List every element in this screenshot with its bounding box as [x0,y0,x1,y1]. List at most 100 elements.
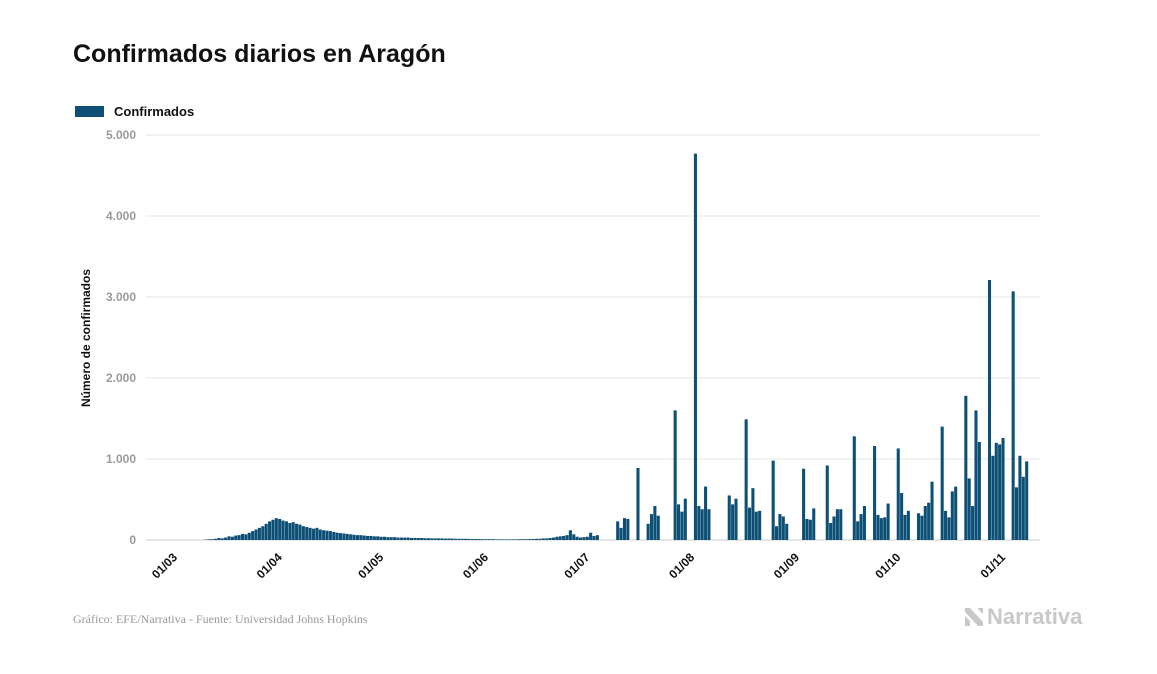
bar [832,516,836,540]
bar [947,517,951,540]
bar [447,538,451,540]
x-tick-label: 01/09 [771,550,802,581]
bar [528,539,532,540]
bar [301,526,305,540]
x-axis-ticks: 01/03 01/04 01/05 01/06 01/07 01/08 01/09 01/10… [149,550,1008,581]
bar [734,498,738,540]
bar [900,493,904,540]
bar [352,534,356,540]
bar [1015,487,1019,540]
bar [322,530,326,540]
bar [359,535,363,540]
bar [234,535,238,540]
bar [927,502,931,540]
bar [1001,437,1005,540]
y-tick-label: 2.000 [106,371,136,385]
bar [572,534,576,540]
bar [954,486,958,540]
bar [785,523,789,540]
bar [626,518,630,540]
bar [420,537,424,540]
bar [295,523,299,540]
bar [886,503,890,540]
bar [355,535,359,540]
bar [916,513,921,540]
bar [923,505,927,540]
bar [727,495,731,540]
bar [386,537,390,540]
bar [508,539,512,540]
bar [416,537,420,540]
bar [754,511,758,540]
bar [382,536,387,540]
bar [994,442,998,540]
bar [430,538,434,540]
bar [704,486,708,540]
bar [311,528,316,540]
bar [372,536,376,540]
bar [437,538,441,540]
bar [575,536,579,540]
x-tick-label: 01/07 [561,550,592,581]
bar [778,514,782,540]
bar [291,522,295,540]
bar [896,448,900,540]
bar [1011,291,1015,540]
bar [349,534,353,540]
narrativa-logo-icon [965,608,983,626]
bar [281,520,285,540]
bar [971,505,975,540]
bar [862,505,866,540]
bars [203,153,1029,540]
bar [339,533,343,540]
bar [217,537,221,540]
bar [369,535,373,540]
bar [244,534,248,540]
bar [325,530,329,540]
bar [504,539,508,540]
bar [920,515,924,540]
bar [974,410,978,540]
bar [288,522,292,540]
y-axis-label: Número de confirmados [79,269,93,407]
bar [808,519,812,540]
bar [298,524,302,540]
bar [453,538,457,540]
bar [616,521,620,540]
bar [261,526,265,540]
bar [589,532,593,540]
bar [562,535,566,540]
bar [335,532,339,540]
bar [950,491,954,540]
bar [558,536,562,540]
bar [545,538,549,540]
bar [852,436,856,540]
bar [781,516,785,540]
bar [859,514,863,540]
bar [1021,476,1025,540]
bar [345,533,349,540]
bar [278,518,282,540]
bar [879,518,883,540]
bar [207,539,211,540]
bar [376,536,380,540]
x-tick-label: 01/10 [872,550,903,581]
bar [683,498,687,540]
bar [622,518,626,540]
bar [673,410,677,540]
grid-lines [146,134,1040,541]
bar [680,511,684,540]
bar [700,509,704,540]
bar [240,533,245,540]
bar [423,538,427,540]
bar [944,510,948,540]
bar [470,539,474,540]
bar [991,455,995,540]
bar [457,538,461,540]
bar [771,460,775,540]
bar [531,539,535,540]
bar [501,539,505,540]
bar [251,531,255,540]
bar [409,537,414,540]
bar [274,518,278,540]
